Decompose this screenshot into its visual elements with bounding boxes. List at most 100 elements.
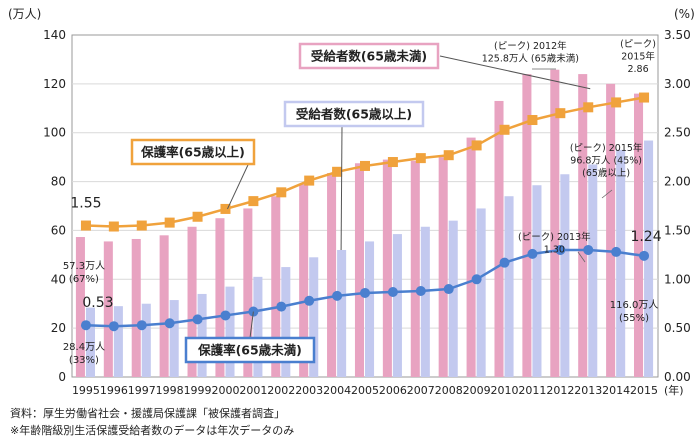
leader-peak-2015-over65 — [601, 189, 613, 199]
marker-rate-over65-1995 — [80, 220, 91, 231]
x-tick-label: 2004 — [323, 384, 351, 397]
chart-canvas: 0 20 40 60 80 100 120 140 0.00 0.50 1.00 1.50 2.00 2.… — [8, 7, 695, 397]
bar-over65-2000 — [225, 286, 235, 377]
marker-rate-under65-2003 — [304, 295, 315, 306]
annotation-peak-2015-rate: (ピーク) — [620, 39, 656, 50]
x-tick-label: 1996 — [100, 384, 128, 397]
marker-rate-under65-2000 — [220, 310, 231, 321]
x-tick-label: 2008 — [435, 384, 463, 397]
x-tick-label: 2010 — [491, 384, 519, 397]
marker-rate-over65-2010 — [499, 124, 510, 135]
bar-over65-2004 — [337, 249, 347, 377]
marker-rate-over65-2006 — [387, 157, 398, 168]
marker-rate-over65-1998 — [164, 217, 175, 228]
marker-rate-under65-2010 — [499, 257, 510, 268]
x-tick-label: 2009 — [463, 384, 491, 397]
callout-rate-over65-box — [130, 138, 256, 166]
annotation-peak-2012-under65: (ピーク) 2012年 — [494, 40, 567, 52]
marker-rate-over65-2007 — [415, 153, 426, 164]
marker-rate-over65-2013 — [583, 102, 594, 113]
right-tick-label: 2.50 — [664, 126, 691, 140]
bar-under65-2000 — [215, 218, 225, 377]
bar-under65-1995 — [75, 237, 85, 377]
x-tick-label: 2013 — [574, 384, 602, 397]
marker-rate-under65-1997 — [136, 320, 147, 331]
marker-rate-over65-2014 — [611, 97, 622, 108]
bar-over65-2008 — [448, 220, 458, 377]
marker-rate-under65-2004 — [332, 290, 343, 301]
marker-rate-over65-2005 — [360, 160, 370, 171]
bar-under65-2015 — [634, 93, 644, 377]
leader-peak-2013 — [577, 251, 586, 263]
annotation-bar-1995-under65: (67%) — [69, 274, 99, 285]
bar-under65-2004 — [327, 173, 337, 377]
bar-under65-2003 — [299, 184, 309, 377]
callout-recipients-over65-label: 受給者数(65歳以上) — [296, 107, 412, 122]
marker-rate-over65-2000 — [220, 203, 231, 214]
x-tick-label: 2012 — [546, 384, 574, 397]
left-tick-label: 100 — [43, 126, 66, 140]
annotation-peak-2015-over65: (ピーク) 2015年 — [570, 142, 643, 154]
right-tick-label: 0.00 — [664, 370, 691, 384]
value-label-1.55: 1.55 — [70, 196, 101, 212]
marker-rate-over65-2008 — [443, 150, 454, 161]
marker-rate-under65-1995 — [80, 320, 91, 331]
callout-rate-under65-leader — [249, 311, 254, 339]
marker-rate-under65-2007 — [415, 286, 426, 297]
annotation-bar-1995-over65: 28.4万人 — [63, 341, 105, 353]
bar-over65-2010 — [504, 196, 514, 377]
x-tick-label: 2015 — [630, 384, 658, 397]
left-axis-unit: (万人) — [8, 7, 41, 21]
bar-over65-2005 — [365, 241, 375, 377]
bar-over65-1998 — [169, 300, 179, 377]
x-tick-label: 2001 — [239, 384, 267, 397]
x-tick-label: 2014 — [602, 384, 630, 397]
marker-rate-over65-1997 — [136, 220, 147, 231]
annotation-peak-2013-rate: (ピーク) 2013年 — [518, 231, 591, 243]
bar-under65-2013 — [578, 74, 588, 377]
callout-recipients-under65-box — [298, 42, 440, 70]
annotation-bar-2015-under65: (55%) — [619, 313, 649, 324]
bar-over65-2009 — [476, 208, 486, 377]
left-tick-label: 140 — [43, 28, 66, 42]
bar-over65-2012 — [560, 174, 570, 377]
right-axis-unit: (%) — [674, 7, 695, 21]
bar-under65-1999 — [187, 226, 197, 377]
annotation-peak-2012-under65: 125.8万人 (65歳未満) — [482, 53, 579, 65]
x-tick-label: 1995 — [72, 384, 100, 397]
left-tick-label: 0 — [58, 370, 66, 384]
bar-under65-2007 — [410, 160, 420, 377]
bar-under65-2010 — [494, 100, 504, 377]
bar-over65-2006 — [392, 234, 402, 377]
marker-rate-over65-2004 — [332, 166, 343, 177]
right-tick-label: 0.50 — [664, 321, 691, 335]
callout-recipients-over65-leader — [340, 125, 343, 250]
bar-over65-1997 — [141, 303, 151, 377]
bar-under65-2006 — [382, 159, 392, 377]
x-tick-label: 1999 — [184, 384, 212, 397]
x-tick-label: 1997 — [128, 384, 156, 397]
bar-over65-1995 — [85, 307, 95, 377]
annotation-peak-2015-rate: 2015年 — [621, 51, 655, 63]
bar-under65-2005 — [354, 163, 364, 377]
right-tick-label: 2.00 — [664, 175, 691, 189]
value-label-1.24: 1.24 — [630, 229, 661, 245]
marker-rate-under65-2008 — [443, 284, 454, 295]
x-tick-label: 2011 — [518, 384, 546, 397]
callout-recipients-under65-leader — [439, 55, 591, 90]
marker-rate-over65-1996 — [108, 221, 119, 232]
x-tick-label: 1998 — [156, 384, 184, 397]
annotation-peak-2015-over65: 96.8万人 (45%) — [570, 156, 642, 167]
right-tick-label: 3.50 — [664, 28, 691, 42]
x-tick-label: 2003 — [295, 384, 323, 397]
right-tick-label: 1.50 — [664, 223, 691, 237]
left-tick-label: 20 — [51, 321, 66, 335]
right-tick-label: 3.00 — [664, 77, 691, 91]
marker-rate-under65-2006 — [387, 286, 398, 297]
bar-over65-2011 — [532, 185, 542, 377]
left-tick-label: 80 — [51, 175, 66, 189]
marker-rate-under65-2005 — [360, 287, 370, 298]
bar-over65-2013 — [588, 164, 598, 377]
bar-under65-2002 — [271, 196, 281, 377]
